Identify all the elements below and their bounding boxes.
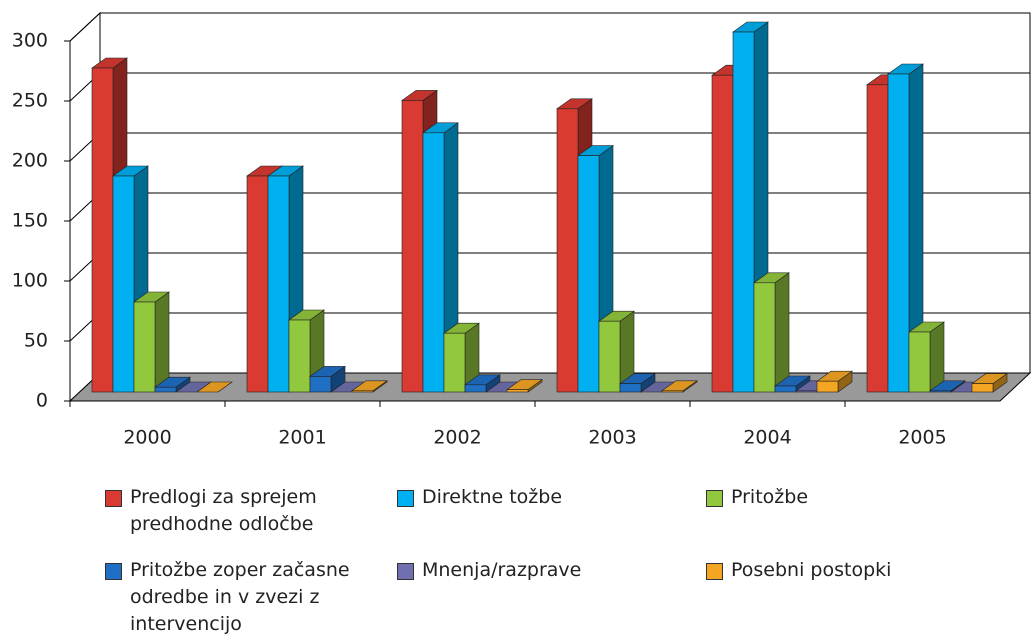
bar: [309, 365, 346, 393]
legend-item: Pritožbe: [706, 484, 961, 511]
legend-label: Posebni postopki: [731, 559, 892, 581]
legend-swatch: [105, 490, 122, 507]
bar-front: [866, 84, 889, 393]
legend-item: Predlogi za sprejem predhodne odločbe: [105, 484, 360, 538]
legend-swatch: [397, 563, 414, 580]
x-tick-label: 2005: [898, 427, 946, 449]
bar-front: [732, 31, 755, 393]
bar-front: [661, 390, 684, 393]
grid-line: [69, 12, 1030, 42]
bar-front: [288, 319, 311, 393]
bar: [196, 381, 233, 393]
y-tick-label: 300: [12, 30, 48, 52]
bar-front: [711, 74, 734, 393]
bar: [351, 380, 388, 393]
legend-label: Pritožbe: [731, 486, 809, 508]
y-tick-label: 0: [36, 390, 48, 412]
bar-front: [908, 331, 931, 393]
bar-front: [422, 132, 445, 393]
x-tick-label: 2004: [743, 427, 791, 449]
y-tick-label: 50: [24, 330, 48, 352]
bar-front: [795, 390, 818, 393]
bar: [971, 373, 1008, 393]
bar-front: [506, 389, 529, 393]
bar-front: [619, 383, 642, 393]
bar: [422, 122, 459, 393]
legend-item: Pritožbe zoper začasne odredbe in v zvez…: [105, 557, 360, 638]
bar-front: [816, 380, 839, 393]
bar: [619, 373, 656, 393]
bar: [661, 380, 698, 393]
bar-front: [351, 390, 374, 393]
x-tick-label: 2003: [588, 427, 636, 449]
bar: [443, 322, 480, 393]
bar-front: [443, 332, 466, 393]
chart: 0 50 100 150 200 250 300 2000 2001 2002 2003 2004 20…: [12, 11, 1031, 449]
bar-front: [753, 282, 776, 393]
bar-front: [133, 301, 156, 393]
legend-swatch: [706, 490, 723, 507]
y-tick-label: 100: [12, 270, 48, 292]
bar-side: [929, 321, 945, 393]
bar: [887, 63, 924, 393]
x-tick-label: 2001: [278, 427, 326, 449]
bar-front: [929, 390, 952, 393]
bar-front: [112, 175, 135, 393]
bar-front: [971, 383, 994, 393]
bar-front: [246, 175, 269, 393]
legend-item: Posebni postopki: [706, 557, 961, 584]
bar-front: [267, 175, 290, 393]
bar-side: [154, 291, 170, 393]
bar-side: [774, 272, 790, 393]
legend-label: Direktne tožbe: [422, 486, 563, 508]
bar-front: [464, 384, 487, 393]
bar-front: [556, 108, 579, 393]
bar: [908, 321, 945, 393]
legend-swatch: [105, 563, 122, 580]
bar-front: [598, 320, 621, 393]
bar-front: [401, 100, 424, 393]
legend-label: Pritožbe zoper začasne odredbe in v zvez…: [130, 559, 350, 635]
bar-top: [196, 381, 233, 393]
y-tick-label: 200: [12, 150, 48, 172]
y-tick-label: 250: [12, 90, 48, 112]
bar-front: [774, 385, 797, 393]
legend-swatch: [397, 490, 414, 507]
legend-label: Predlogi za sprejem predhodne odločbe: [130, 486, 317, 535]
legend-label: Mnenja/razprave: [422, 559, 582, 581]
x-tick-label: 2002: [433, 427, 481, 449]
bar: [598, 310, 635, 393]
bar: [816, 370, 853, 393]
bar: [288, 309, 325, 393]
legend-swatch: [706, 563, 723, 580]
bar-front: [577, 155, 600, 393]
bar-front: [154, 386, 177, 393]
bar-front: [887, 73, 910, 393]
bar: [506, 379, 543, 393]
legend-item: Direktne tožbe: [397, 484, 652, 511]
bar-front: [309, 376, 332, 393]
legend-item: Mnenja/razprave: [397, 557, 652, 584]
x-tick-label: 2000: [123, 427, 171, 449]
bar: [154, 376, 191, 393]
y-tick-label: 150: [12, 210, 48, 232]
bar: [753, 272, 790, 393]
bar: [133, 291, 170, 393]
bar-front: [91, 67, 114, 393]
